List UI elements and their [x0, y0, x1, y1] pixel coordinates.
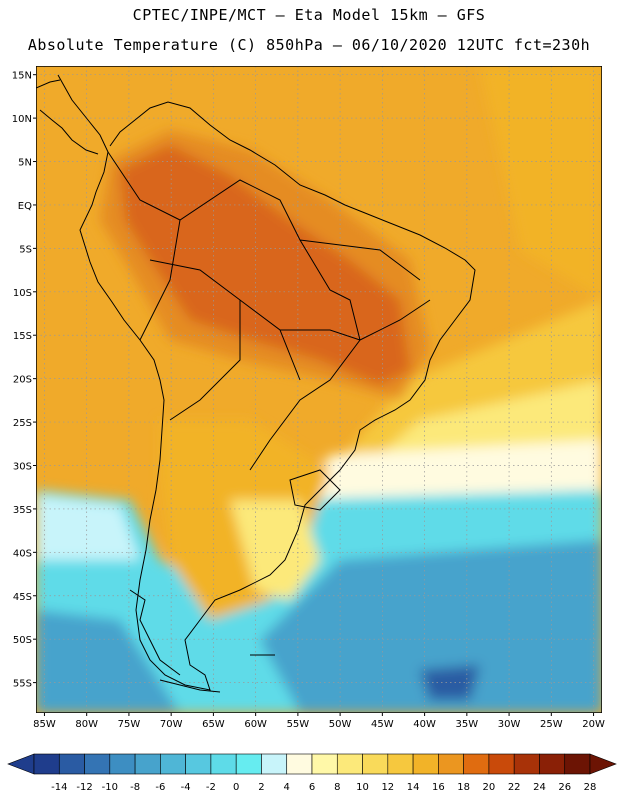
lon-tick-label: 65W	[202, 719, 225, 730]
colorbar-swatch	[438, 753, 464, 775]
colorbar-swatch	[336, 753, 363, 775]
longitude-axis: 85W 80W 75W 70W 65W 60W 55W 50W 45W 40W 35W 30W 25W 2…	[33, 713, 605, 730]
colorbar-label: 20	[483, 782, 496, 793]
colorbar-swatch	[261, 753, 288, 775]
lat-tick-label: EQ	[18, 201, 32, 212]
colorbar-swatch	[33, 753, 60, 775]
colorbar-label: -12	[76, 782, 92, 793]
cool-band	[300, 440, 602, 500]
colorbar-label: 12	[381, 782, 394, 793]
colorbar-label: -8	[130, 782, 140, 793]
lat-tick-label: 5S	[19, 244, 32, 255]
lon-tick-label: 80W	[75, 719, 98, 730]
colorbar-label: 22	[508, 782, 521, 793]
lat-tick-label: 15S	[13, 331, 32, 342]
colorbar-swatch	[539, 753, 566, 775]
lon-tick-label: 35W	[456, 719, 479, 730]
colorbar-label: 28	[584, 782, 597, 793]
colorbar-low-arrow	[7, 753, 35, 775]
latitude-axis: 15N 10N 5N EQ 5S 10S 15S 20S 25S 30S 35S 40S 45S 50S 5…	[12, 71, 36, 690]
ne-band	[480, 66, 602, 300]
lon-tick-label: 60W	[244, 719, 267, 730]
title-line-2: Absolute Temperature (C) 850hPa – 06/10/…	[27, 36, 591, 54]
lat-tick-label: 20S	[13, 375, 32, 386]
colorbar-swatch	[362, 753, 389, 775]
colorbar-swatch	[412, 753, 439, 775]
colorbar-swatches	[7, 753, 617, 775]
colorbar-swatch	[513, 753, 540, 775]
colorbar-high-arrow	[589, 753, 617, 775]
colorbar-label: 10	[356, 782, 369, 793]
colorbar-label: 0	[233, 782, 239, 793]
colorbar-swatch	[134, 753, 161, 775]
colorbar-swatch	[185, 753, 212, 775]
central-america-coast	[36, 79, 99, 155]
lon-tick-label: 85W	[33, 719, 56, 730]
lon-tick-label: 25W	[540, 719, 563, 730]
lat-tick-label: 10S	[13, 288, 32, 299]
colorbar-label: 6	[309, 782, 315, 793]
colorbar-swatch	[84, 753, 111, 775]
temperature-map: 15N 10N 5N EQ 5S 10S 15S 20S 25S 30S 35S 40S 45S 50S 5…	[12, 66, 605, 730]
lon-tick-label: 30W	[498, 719, 521, 730]
colder-sw	[36, 610, 180, 713]
pale-west	[36, 495, 140, 560]
colorbar-label: 14	[407, 782, 420, 793]
colorbar-swatch	[463, 753, 490, 775]
colorbar: -14 -12 -10 -8 -6 -4 -2 0 2 4 6 8 10 12 14 16 18 20 22 24 26…	[7, 753, 617, 793]
colorbar-swatch	[311, 753, 338, 775]
colorbar-swatch	[235, 753, 262, 775]
lat-tick-label: 35S	[13, 505, 32, 516]
lat-tick-label: 15N	[12, 71, 32, 82]
lon-tick-label: 50W	[329, 719, 352, 730]
lon-tick-label: 45W	[371, 719, 394, 730]
colorbar-label: 16	[432, 782, 445, 793]
colorbar-swatch	[210, 753, 237, 775]
colorbar-swatch	[286, 753, 313, 775]
south-america-coast	[57, 74, 476, 691]
lat-tick-label: 5N	[18, 158, 32, 169]
map-field	[36, 66, 602, 713]
patagonia-islands	[129, 589, 275, 693]
colorbar-swatch	[58, 753, 85, 775]
colorbar-label: -14	[51, 782, 67, 793]
lat-tick-label: 45S	[13, 592, 32, 603]
title-line-1: CPTEC/INPE/MCT – Eta Model 15km – GFS	[132, 6, 486, 24]
cone-mild	[230, 500, 320, 600]
colorbar-swatch	[387, 753, 414, 775]
colorbar-label: -10	[102, 782, 118, 793]
uruguay-border	[289, 469, 341, 511]
lon-tick-label: 70W	[160, 719, 183, 730]
lon-tick-label: 55W	[287, 719, 310, 730]
colorbar-label: 4	[284, 782, 290, 793]
colorbar-label: -2	[206, 782, 216, 793]
colorbar-label: -6	[155, 782, 165, 793]
lat-tick-label: 10N	[12, 114, 32, 125]
lat-tick-label: 50S	[13, 635, 32, 646]
lon-tick-label: 75W	[118, 719, 141, 730]
colder-south	[260, 540, 602, 713]
lat-tick-label: 30S	[13, 461, 32, 472]
colorbar-swatch	[160, 753, 186, 775]
colorbar-swatch	[564, 753, 591, 775]
colorbar-label: 18	[457, 782, 470, 793]
lon-tick-label: 40W	[413, 719, 436, 730]
colorbar-swatch	[109, 753, 136, 775]
colorbar-label: 2	[258, 782, 264, 793]
coastlines	[36, 74, 476, 693]
colorbar-label: 8	[334, 782, 340, 793]
lat-tick-label: 40S	[13, 548, 32, 559]
lat-tick-label: 25S	[13, 418, 32, 429]
country-borders	[107, 151, 431, 471]
colorbar-label: -4	[181, 782, 191, 793]
land-hot	[120, 145, 410, 385]
colorbar-label: 26	[558, 782, 571, 793]
colorbar-label: 24	[533, 782, 546, 793]
lat-tick-label: 55S	[13, 679, 32, 690]
colorbar-labels: -14 -12 -10 -8 -6 -4 -2 0 2 4 6 8 10 12 14 16 18 20 22 24 26…	[51, 782, 596, 793]
lon-tick-label: 20W	[582, 719, 605, 730]
colorbar-swatch	[488, 753, 515, 775]
